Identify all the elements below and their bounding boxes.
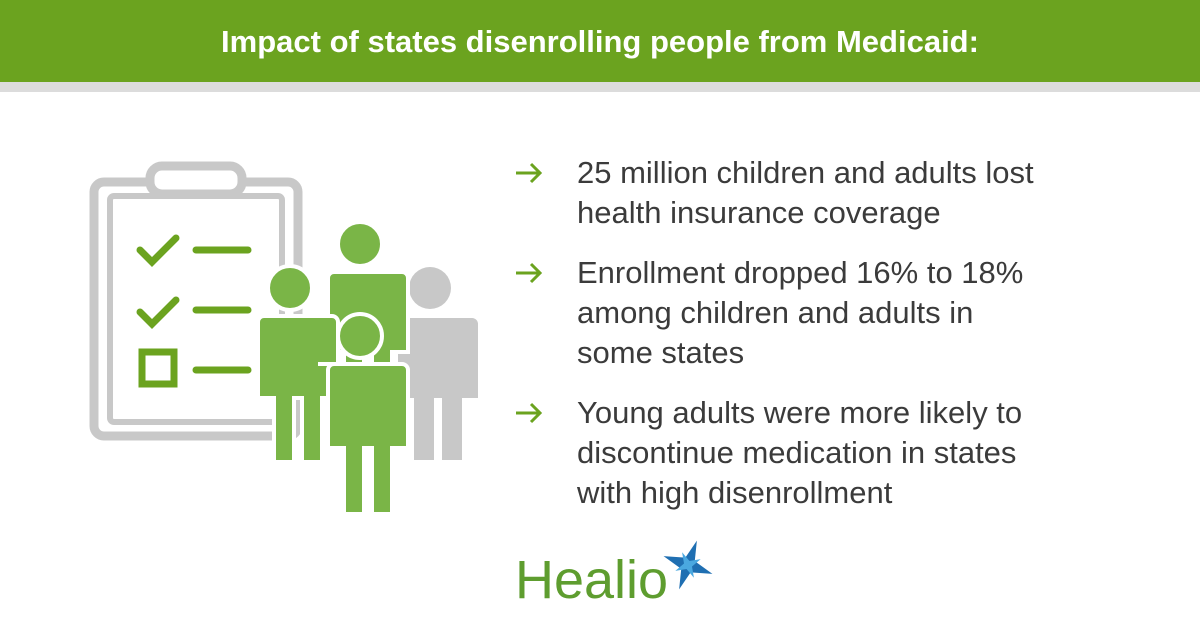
bullet-arrow — [516, 262, 543, 284]
bullet-text: discontinue medication in states — [577, 435, 1016, 470]
bullet-arrow — [516, 162, 543, 184]
bullet-text: among children and adults in — [577, 295, 973, 330]
bullet-text: health insurance coverage — [577, 195, 941, 230]
bullet-list: 25 million children and adults lost healt… — [516, 155, 1034, 510]
checklist — [136, 234, 252, 388]
bullet-text: 25 million children and adults lost — [577, 155, 1034, 190]
header-stripe — [0, 82, 1200, 92]
title: Impact of states disenrolling people fro… — [221, 24, 979, 59]
bullet-arrow — [516, 402, 543, 424]
clipboard-icon — [89, 161, 303, 441]
people-icon — [248, 220, 478, 516]
logo-text: Healio — [515, 550, 668, 610]
bullet-text: some states — [577, 335, 744, 370]
bullet-text: Young adults were more likely to — [577, 395, 1022, 430]
header-bar — [0, 0, 1200, 82]
bullet-text: with high disenrollment — [576, 475, 893, 510]
logo-star — [663, 540, 713, 590]
bullet-text: Enrollment dropped 16% to 18% — [577, 255, 1023, 290]
